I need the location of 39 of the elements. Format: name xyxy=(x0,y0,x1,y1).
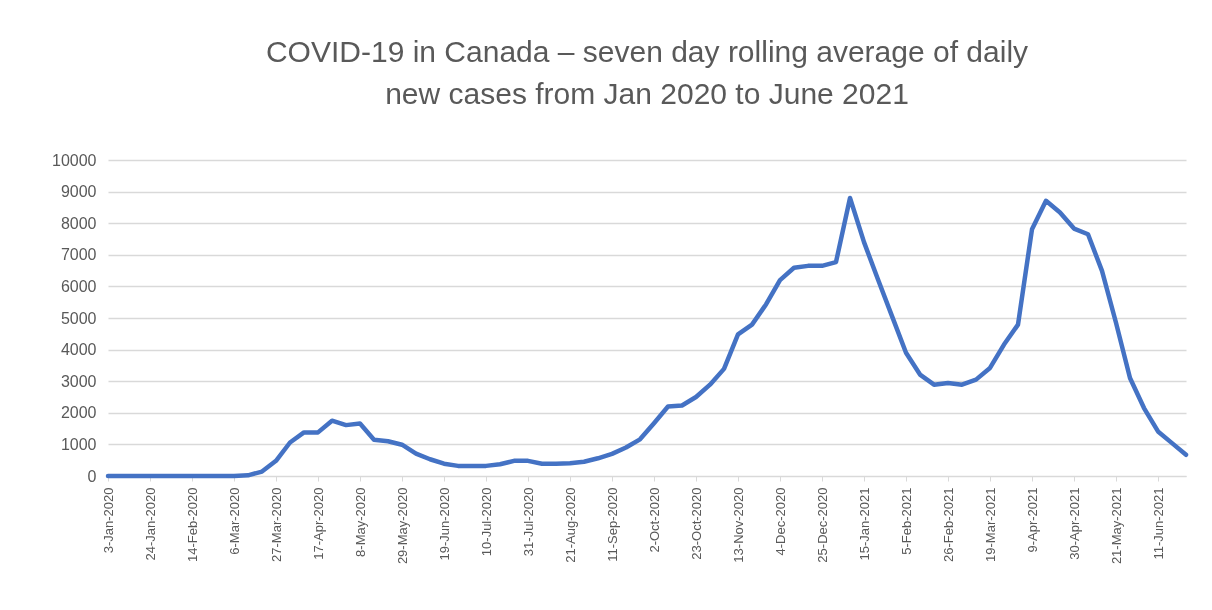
x-tick-label: 15-Jan-2021 xyxy=(856,487,872,561)
x-tick-label: 5-Feb-2021 xyxy=(898,487,914,555)
x-tick-label: 3-Jan-2020 xyxy=(100,487,116,554)
chart-title: COVID-19 in Canada – seven day rolling average of daily new cases from Jan 2020 to June 2021 xyxy=(265,35,1029,110)
x-tick-label: 6-Mar-2020 xyxy=(226,487,242,555)
y-tick-label: 6000 xyxy=(60,277,97,295)
line-series xyxy=(105,195,1189,479)
y-tick-label: 2000 xyxy=(60,404,97,422)
y-tick-label: 3000 xyxy=(60,372,97,390)
y-tick-label: 9000 xyxy=(60,183,97,201)
x-tick-label: 9-Apr-2021 xyxy=(1024,487,1040,553)
y-tick-label: 5000 xyxy=(60,309,97,327)
y-tick-label: 7000 xyxy=(60,246,97,264)
x-tick-label: 11-Sep-2020 xyxy=(604,487,620,562)
x-tick-label: 31-Jul-2020 xyxy=(520,487,536,557)
x-tick-label: 30-Apr-2021 xyxy=(1066,487,1082,560)
x-tick-label: 13-Nov-2020 xyxy=(730,487,746,563)
y-tick-label: 10000 xyxy=(52,151,97,169)
x-tick-label: 29-May-2020 xyxy=(394,487,410,565)
x-tick-label: 19-Jun-2020 xyxy=(436,487,452,561)
x-tick-label: 14-Feb-2020 xyxy=(184,487,200,562)
x-tick-label: 2-Oct-2020 xyxy=(646,487,662,553)
y-tick-label: 4000 xyxy=(60,341,97,359)
x-tick-label: 23-Oct-2020 xyxy=(688,487,704,560)
x-tick-label: 17-Apr-2020 xyxy=(310,487,326,560)
x-tick-label: 21-Aug-2020 xyxy=(562,487,578,563)
x-tick-label: 19-Mar-2021 xyxy=(982,487,998,562)
x-tick-label: 25-Dec-2020 xyxy=(814,487,830,563)
x-tick-label: 4-Dec-2020 xyxy=(772,487,788,556)
y-tick-label: 8000 xyxy=(60,214,97,232)
x-tick-label: 24-Jan-2020 xyxy=(142,487,158,561)
x-tick-label: 26-Feb-2021 xyxy=(940,487,956,562)
y-tick-label: 1000 xyxy=(60,435,97,453)
x-tick-label: 27-Mar-2020 xyxy=(268,487,284,562)
x-tick-label: 8-May-2020 xyxy=(352,487,368,557)
x-tick-label: 11-Jun-2021 xyxy=(1150,487,1166,560)
x-tick-label: 10-Jul-2020 xyxy=(478,487,494,557)
y-tick-label: 0 xyxy=(87,467,97,485)
x-tick-label: 21-May-2021 xyxy=(1108,487,1124,565)
